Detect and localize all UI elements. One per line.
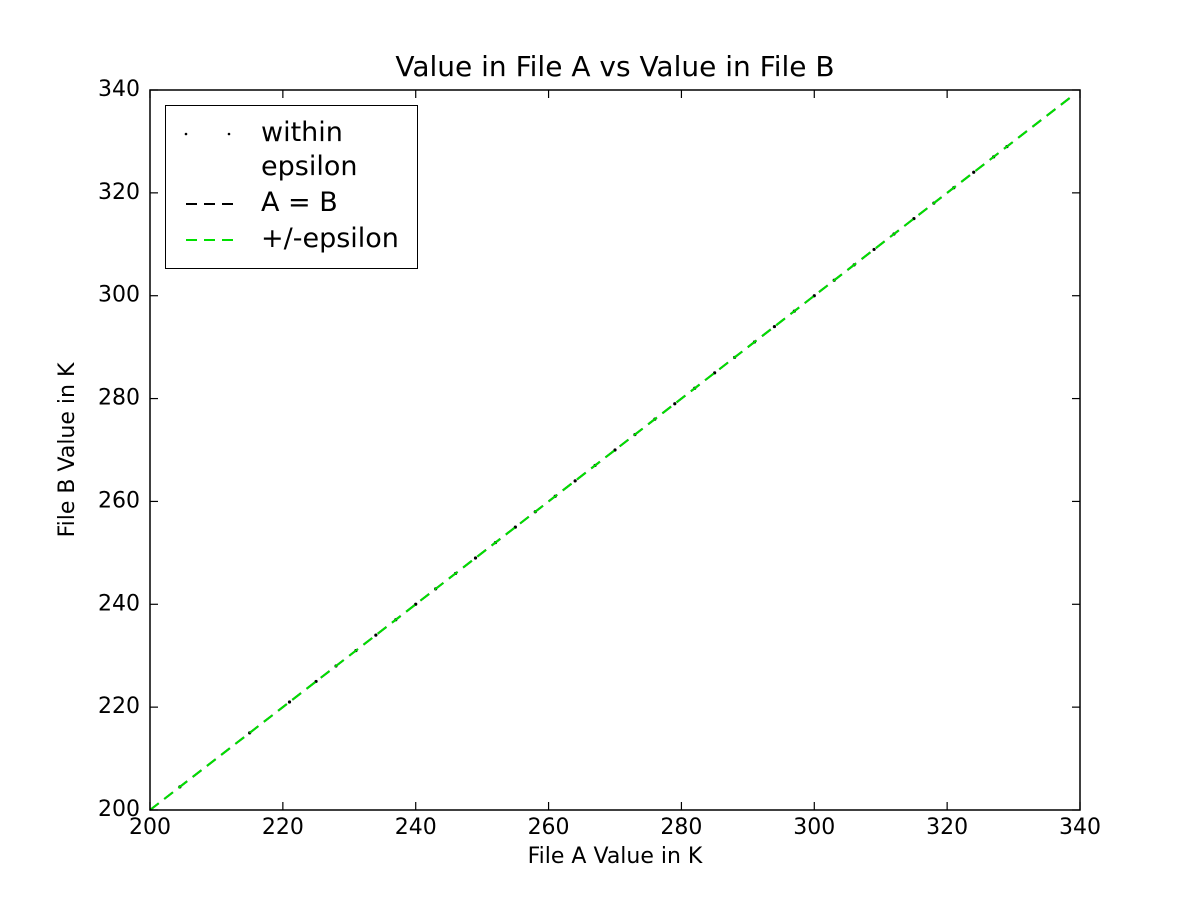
legend-label: A = B [261,187,338,218]
y-tick-label: 280 [98,386,140,411]
data-point [772,324,777,329]
plot-frame [149,89,1081,811]
legend-marker [186,203,236,205]
legend-label: within epsilon [261,117,358,182]
legend-marker [186,239,236,241]
y-tick-label: 320 [98,180,140,205]
x-tick-label: 200 [129,815,171,840]
y-tick-label: 300 [98,283,140,308]
legend-dot [227,132,231,136]
y-axis-label: File B Value in K [55,362,80,537]
legend-dot [184,132,188,136]
data-point [673,402,677,406]
y-tick-label: 220 [98,694,140,719]
legend-label: +/-epsilon [261,223,399,254]
legend-entry: within epsilon [166,116,417,184]
data-point [972,170,976,174]
x-tick-label: 260 [528,815,570,840]
data-line [149,96,1071,811]
y-tick-label: 240 [98,591,140,616]
legend-marker [184,132,231,136]
data-point [573,479,577,483]
x-tick-label: 240 [395,815,437,840]
data-point [473,556,478,560]
data-point [872,247,876,252]
x-tick-label: 320 [926,815,968,840]
legend-entry: +/-epsilon [166,222,417,256]
chart-title: Value in File A vs Value in File B [395,50,834,83]
data-point [374,633,378,637]
x-tick-label: 280 [660,815,702,840]
x-tick-label: 340 [1059,815,1101,840]
legend-entry: A = B [166,186,417,220]
y-tick-label: 200 [98,797,140,822]
x-axis-label: File A Value in K [528,844,703,869]
x-tick-label: 300 [793,815,835,840]
x-tick-label: 220 [262,815,304,840]
y-tick-label: 260 [98,488,140,513]
legend: within epsilon A = B +/-epsilon [165,105,418,269]
y-tick-label: 340 [98,77,140,102]
data-point [287,700,292,704]
